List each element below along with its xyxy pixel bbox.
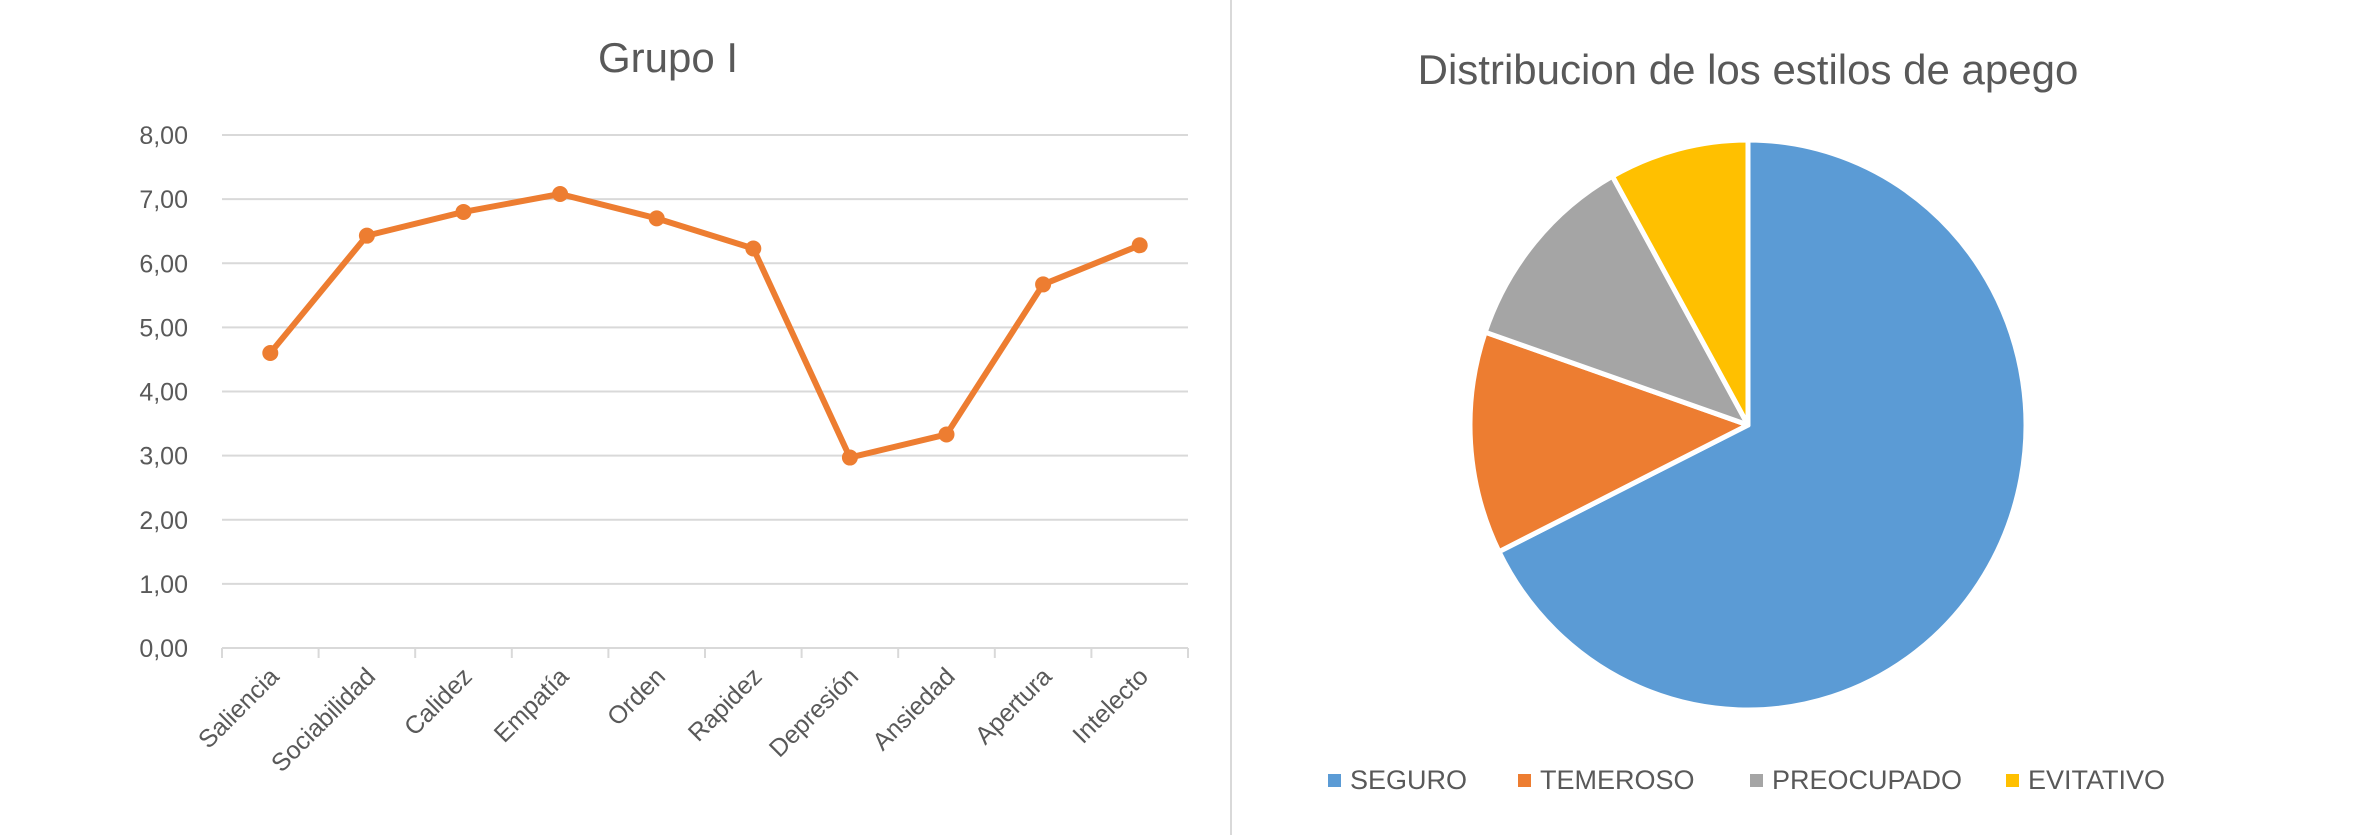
line-chart: 0,00 1,00 2,00 3,00 4,00 5,00 6,00 7,00 8,00 Sali…: [139, 122, 1189, 778]
chart-divider: [1230, 0, 1232, 835]
x-tick-label: Depresión: [764, 662, 864, 762]
pie-chart: SEGURO TEMEROSO PREOCUPADO EVITATIVO: [1328, 137, 2165, 795]
legend-swatch: [1518, 774, 1531, 787]
legend-label: TEMEROSO: [1540, 765, 1695, 795]
data-point: [745, 240, 762, 257]
x-tick-label: Empatía: [489, 662, 575, 748]
legend-label: PREOCUPADO: [1772, 765, 1962, 795]
y-tick-label: 5,00: [139, 314, 188, 342]
x-tick-label: Intelecto: [1067, 662, 1154, 749]
legend-swatch: [2006, 774, 2019, 787]
legend-swatch: [1328, 774, 1341, 787]
x-tick-label: Apertura: [970, 662, 1058, 750]
data-point: [455, 203, 472, 220]
data-point: [938, 426, 955, 443]
legend-label: SEGURO: [1350, 765, 1467, 795]
data-point: [1131, 237, 1148, 254]
y-tick-label: 8,00: [139, 122, 188, 150]
pie-slice-temeroso: [1467, 329, 1751, 555]
y-tick-label: 3,00: [139, 443, 188, 471]
y-tick-label: 6,00: [139, 250, 188, 278]
data-point: [552, 185, 569, 202]
y-tick-label: 1,00: [139, 571, 188, 599]
pie-slice-evitativo: [1609, 137, 1751, 428]
data-point: [841, 449, 858, 466]
x-tick-label: Calidez: [399, 662, 478, 741]
y-tick-label: 2,00: [139, 507, 188, 535]
x-tick-label: Rapidez: [683, 662, 768, 747]
pie-slice-preocupado: [1482, 173, 1751, 428]
data-point: [262, 345, 279, 362]
x-tick-label: Orden: [602, 662, 671, 731]
y-tick-label: 7,00: [139, 186, 188, 214]
legend-label: EVITATIVO: [2028, 765, 2165, 795]
x-tick-label: Sociabilidad: [266, 662, 381, 777]
y-tick-label: 4,00: [139, 379, 188, 407]
x-tick-label: Saliencia: [193, 662, 285, 754]
line-chart-title: Grupo I: [598, 34, 738, 81]
pie-chart-title: Distribucion de los estilos de apego: [1418, 46, 2079, 93]
x-tick-label: Ansiedad: [867, 662, 961, 756]
data-point: [1035, 276, 1052, 293]
data-line: [267, 190, 1141, 461]
pie-slice-seguro: [1496, 137, 2029, 713]
data-point: [648, 210, 665, 227]
data-point: [358, 227, 375, 244]
y-tick-label: 0,00: [139, 635, 188, 663]
legend-swatch: [1750, 774, 1763, 787]
